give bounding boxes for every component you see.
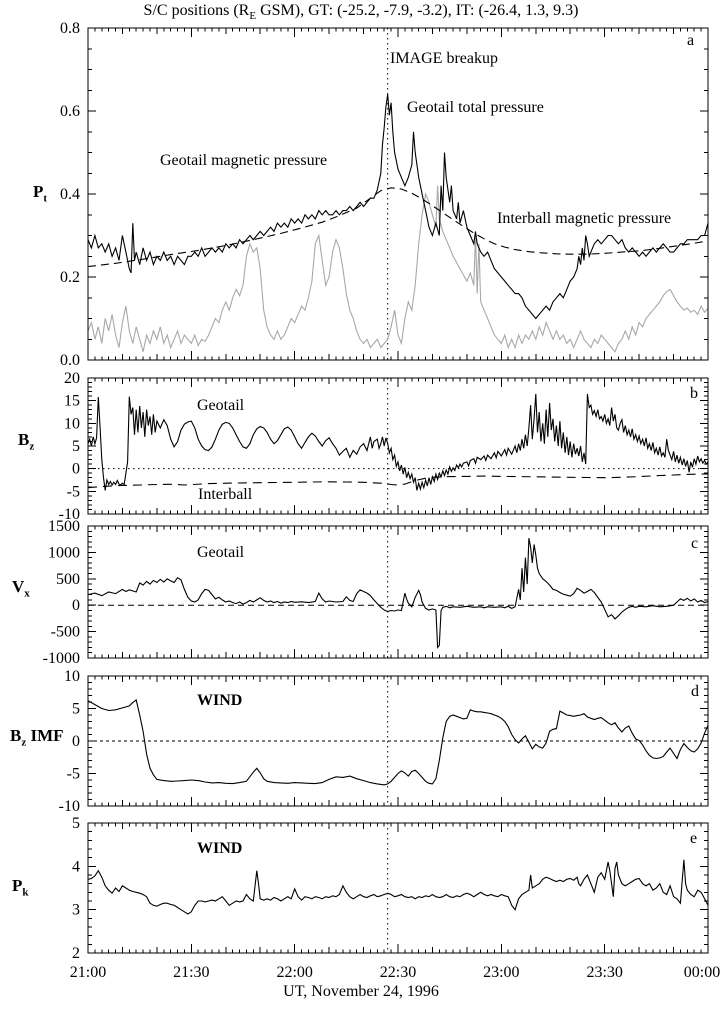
panel-letter-b: b xyxy=(690,385,698,402)
y-tick-label: 0 xyxy=(72,597,80,614)
panel-frame xyxy=(87,822,709,954)
y-axis-label-bz-imf: Bz IMF xyxy=(10,726,64,749)
y-tick-label: 1000 xyxy=(48,544,80,561)
series-wind-bz-imf xyxy=(87,699,709,786)
y-tick-label: 15 xyxy=(64,393,80,410)
panel-d: -10 -5 0 5 10 xyxy=(59,668,709,815)
y-tick-label: -1000 xyxy=(43,650,80,667)
panel-frame xyxy=(87,377,709,515)
panel-frame xyxy=(87,525,709,659)
series-geotail-total-pressure xyxy=(87,94,709,320)
y-tick-label: 1500 xyxy=(48,518,80,535)
panel-b: -10 -5 0 5 10 15 20 xyxy=(59,370,709,523)
x-tick-label: 23:30 xyxy=(586,964,622,981)
annotation-interball-bz: Interball xyxy=(198,486,253,503)
panel-e: 2 3 4 5 xyxy=(72,815,709,962)
y-tick-label: 0.8 xyxy=(60,20,80,37)
y-tick-label: 2 xyxy=(72,945,80,962)
x-tick-label: 21:00 xyxy=(70,964,106,981)
x-tick-label: 22:30 xyxy=(380,964,416,981)
panel-letter-e: e xyxy=(690,830,698,847)
annotation-wind-pk: WIND xyxy=(197,840,243,857)
x-tick-label: 23:00 xyxy=(483,964,519,981)
x-tick-label: 00:00 xyxy=(684,964,720,981)
y-axis-label-bz: Bz xyxy=(18,430,35,453)
y-tick-label: 0 xyxy=(72,733,80,750)
y-tick-label: 500 xyxy=(56,571,80,588)
panel-letter-d: d xyxy=(691,683,699,700)
annotation-interball-magnetic-pressure: Interball magnetic pressure xyxy=(497,210,672,227)
figure-title-subscript: E xyxy=(249,10,257,23)
y-axis-label-vx: Vx xyxy=(12,577,30,600)
annotation-geotail-bz: Geotail xyxy=(197,397,245,414)
series-geotail-vx xyxy=(87,537,709,649)
figure-title-pre: S/C positions (R xyxy=(143,2,250,19)
x-axis-label: UT, November 24, 1996 xyxy=(283,983,439,1000)
y-tick-label: 10 xyxy=(64,668,80,685)
y-tick-label: -500 xyxy=(51,624,80,641)
y-tick-label: 4 xyxy=(72,858,80,875)
figure-title: S/C positions (RE GSM), GT: (-25.2, -7.9… xyxy=(0,2,722,22)
series-magnetic-pressure-dashed xyxy=(87,187,709,268)
y-tick-label: 0.0 xyxy=(60,352,80,369)
y-tick-label: 0.4 xyxy=(60,186,80,203)
y-axis-label-pt: Pt xyxy=(33,182,48,205)
x-tick-label: 22:00 xyxy=(276,964,312,981)
y-tick-label: -10 xyxy=(59,798,80,815)
y-tick-label: -5 xyxy=(67,766,80,783)
panel-letter-c: c xyxy=(691,535,699,552)
series-wind-pk xyxy=(87,859,709,915)
figure-title-post: GSM), GT: (-25.2, -7.9, -3.2), IT: (-26.… xyxy=(256,2,579,19)
x-tick-label: 21:30 xyxy=(173,964,209,981)
y-tick-label: -10 xyxy=(59,506,80,523)
y-tick-label: -5 xyxy=(67,483,80,500)
annotation-geotail-magnetic-pressure: Geotail magnetic pressure xyxy=(160,152,328,169)
panel-a: 0.0 0.2 0.4 0.6 0.8 xyxy=(60,20,709,369)
annotation-image-breakup: IMAGE breakup xyxy=(390,50,498,67)
annotation-geotail-total-pressure: Geotail total pressure xyxy=(407,99,544,116)
series-interball-bz xyxy=(87,473,709,489)
panel-c: -1000 -500 0 500 1000 1500 xyxy=(43,518,709,667)
y-tick-label: 0.6 xyxy=(60,103,80,120)
y-tick-label: 5 xyxy=(72,701,80,718)
y-tick-label: 20 xyxy=(64,370,80,387)
series-geotail-bz xyxy=(87,393,709,492)
annotation-wind-bz: WIND xyxy=(197,692,243,709)
annotation-geotail-vx: Geotail xyxy=(197,544,245,561)
y-axis-label-pk: Pk xyxy=(12,876,29,899)
series-interball-pressure-gray xyxy=(87,185,709,353)
panel-frame xyxy=(87,27,709,361)
panel-letter-a: a xyxy=(687,32,695,49)
y-tick-label: 0 xyxy=(72,461,80,478)
y-tick-label: 3 xyxy=(72,902,80,919)
y-tick-label: 5 xyxy=(72,815,80,832)
y-tick-label: 5 xyxy=(72,438,80,455)
y-tick-label: 10 xyxy=(64,415,80,432)
y-tick-label: 0.2 xyxy=(60,269,80,286)
